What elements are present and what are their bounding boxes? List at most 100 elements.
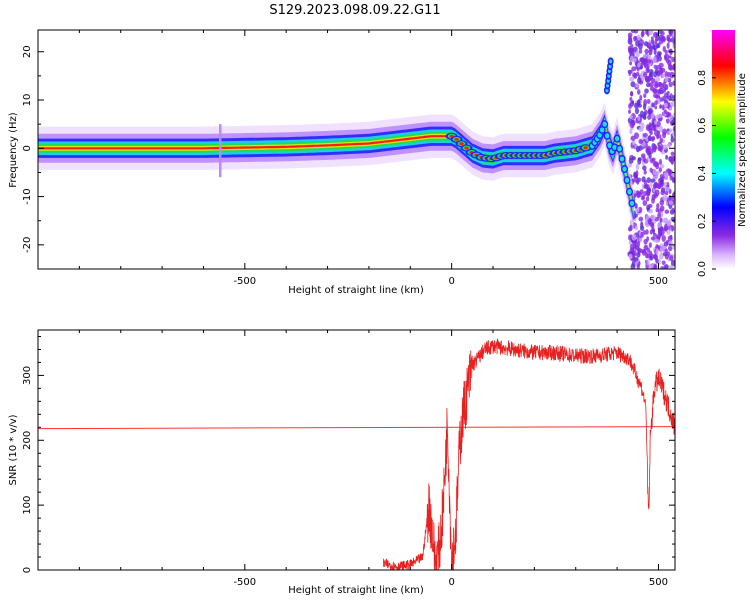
- noise-dot: [672, 243, 675, 250]
- noise-dot: [659, 104, 663, 109]
- top-y-tick-label: 20: [22, 45, 33, 58]
- noise-dot: [658, 62, 664, 68]
- noise-dot: [656, 134, 660, 140]
- noise-dot: [659, 163, 665, 169]
- noise-dot: [632, 250, 637, 257]
- noise-dot: [636, 34, 641, 41]
- noise-dot: [660, 36, 666, 42]
- noise-dot: [648, 152, 652, 159]
- noise-dot: [637, 62, 641, 68]
- noise-dot: [668, 81, 673, 88]
- noise-dot: [649, 255, 653, 261]
- noise-dot: [629, 121, 635, 129]
- noise-dot: [659, 199, 665, 206]
- noise-dot: [629, 128, 633, 135]
- spectral-blob: [614, 136, 620, 142]
- noise-dot: [670, 259, 675, 267]
- colorbar-label: Normalized spectral amplitude: [737, 73, 748, 227]
- noise-dot: [630, 43, 634, 49]
- snr-panel: -500 0 500 0 100 200 300 Height of straight li…: [8, 329, 676, 596]
- noise-dot: [652, 88, 658, 93]
- noise-dot: [664, 209, 670, 214]
- noise-dot: [668, 245, 673, 252]
- snr-xlabel: Height of straight line (km): [288, 585, 424, 596]
- noise-dot: [652, 56, 657, 63]
- noise-dot: [657, 212, 662, 219]
- noise-dot: [637, 191, 642, 198]
- colorbar-tick-label: 0.0: [697, 261, 708, 277]
- noise-dot: [646, 99, 651, 104]
- noise-dot: [642, 132, 648, 138]
- noise-dot: [666, 111, 670, 118]
- noise-dot: [669, 115, 673, 121]
- noise-dot: [638, 126, 644, 132]
- noise-dot: [635, 145, 640, 153]
- noise-dot: [669, 175, 673, 181]
- noise-dot: [628, 253, 633, 259]
- noise-dot: [667, 235, 673, 242]
- noise-dot: [666, 95, 672, 100]
- noise-dot: [670, 136, 675, 143]
- noise-dot: [664, 76, 669, 83]
- noise-dot: [631, 233, 637, 241]
- noise-dot: [643, 93, 647, 99]
- noise-dot: [644, 48, 650, 54]
- spectral-blob: [604, 133, 610, 139]
- spectral-blob: [624, 177, 630, 183]
- spectral-blob: [612, 144, 617, 150]
- noise-dot: [650, 223, 655, 229]
- top-x-tick-label: -500: [233, 276, 256, 287]
- snr-threshold-line: [38, 426, 675, 430]
- noise-dot: [667, 48, 673, 54]
- noise-dot: [654, 105, 658, 110]
- noise-dot: [645, 82, 651, 88]
- noise-dot: [654, 120, 658, 125]
- noise-dot: [633, 257, 639, 262]
- noise-dot: [631, 156, 636, 161]
- noise-dot: [630, 81, 636, 88]
- noise-dot: [658, 158, 663, 166]
- noise-dot: [657, 51, 662, 57]
- noise-dot: [641, 114, 647, 119]
- noise-dot: [642, 54, 647, 59]
- noise-dot: [629, 76, 635, 82]
- snr-axes: -500 0 500 0 100 200 300: [22, 330, 675, 588]
- bot-y-tick-label: 300: [22, 366, 33, 385]
- noise-dot: [672, 44, 675, 49]
- noise-dot: [650, 77, 656, 84]
- noise-dot: [670, 216, 675, 222]
- noise-dot: [659, 205, 665, 212]
- spectral-blob: [629, 200, 635, 206]
- noise-dot: [666, 251, 671, 257]
- noise-dot: [667, 168, 672, 173]
- noise-dot: [628, 70, 632, 77]
- noise-dot: [663, 109, 667, 115]
- noise-dot: [660, 190, 666, 196]
- noise-dot: [668, 30, 672, 34]
- noise-dot: [658, 55, 662, 62]
- spectrogram-ylabel: Frequency (Hz): [8, 112, 19, 188]
- noise-dot: [629, 61, 633, 66]
- noise-dot: [655, 163, 660, 170]
- top-x-tick-label: 0: [448, 276, 454, 287]
- noise-dot: [646, 59, 652, 64]
- noise-dot: [643, 244, 648, 251]
- noise-dot: [639, 94, 643, 101]
- noise-dot: [652, 228, 656, 235]
- noise-dot: [654, 216, 660, 222]
- colorbar-gradient: [712, 30, 735, 269]
- bot-y-tick-label: 100: [22, 496, 33, 515]
- noise-dot: [639, 225, 645, 232]
- noise-dot: [666, 142, 672, 148]
- noise-dot: [646, 67, 650, 74]
- noise-dot: [632, 57, 637, 63]
- noise-dot: [632, 72, 637, 78]
- noise-dot: [652, 43, 656, 50]
- noise-dot: [666, 42, 670, 49]
- noise-dot: [671, 99, 675, 107]
- noise-dot: [655, 114, 660, 120]
- noise-dot: [657, 222, 662, 228]
- noise-dot: [635, 225, 638, 231]
- noise-dot: [633, 30, 639, 34]
